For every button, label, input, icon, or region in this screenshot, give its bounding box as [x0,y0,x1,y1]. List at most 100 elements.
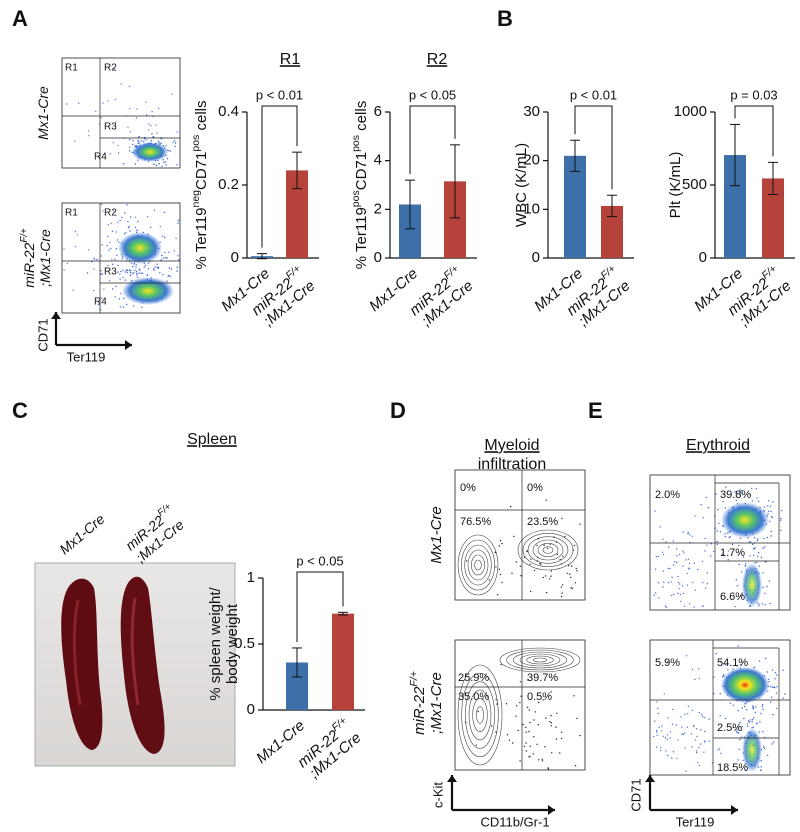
event-dot [750,719,752,721]
event-dot [114,296,116,298]
event-dot [126,269,128,272]
event-dot [560,737,563,740]
event-dot [760,760,762,762]
event-dot [135,117,138,119]
event-dot [126,303,128,306]
event-dot [138,136,140,138]
event-dot [687,531,689,534]
event-dot [758,731,760,733]
event-dot [686,726,688,728]
event-dot [703,751,705,753]
event-dot [694,589,696,591]
event-dot [76,234,79,236]
event-dot [713,692,715,695]
event-dot [782,669,784,671]
plot-frame [649,474,791,611]
event-dot [687,705,690,707]
density-core [122,277,174,305]
event-dot [550,570,552,572]
event-dot [117,144,119,147]
event-dot [159,225,161,228]
event-dot [667,546,670,548]
event-dot [515,715,517,717]
event-dot [763,747,766,750]
event-dot [770,510,772,512]
photo-label-group: Mx1-Cre [56,510,108,557]
event-dot [530,558,532,560]
y-tick-label: 2 [374,200,382,217]
event-dot [171,93,173,95]
event-dot [734,491,736,493]
event-dot [545,499,547,501]
event-dot [108,280,111,282]
event-dot [724,536,726,538]
event-dot [717,508,719,511]
y-axis-label-part: cells [193,100,210,134]
event-dot [774,678,776,680]
event-dot [128,138,131,141]
y-tick-label: 0 [699,249,707,266]
event-dot [774,672,777,674]
event-dot [758,603,760,605]
event-dot [153,163,155,166]
event-dot [655,592,657,594]
event-dot [677,739,679,741]
event-dot [758,660,761,662]
event-dot [729,702,731,704]
y-axis-label: % spleen weight/ [207,586,224,700]
event-dot [498,545,500,547]
event-dot [549,543,551,545]
event-dot [756,561,758,564]
quadrant-percent: 76.5% [460,516,491,528]
quadrant-percent: 0% [527,482,543,494]
row-label-group: miR-22F/+ ;Mx1-Cre [408,671,445,735]
event-dot [100,297,103,299]
event-dot [659,526,661,528]
event-dot [728,536,730,539]
event-dot [657,582,660,584]
event-dot [716,541,718,543]
y-axis-label-group: % Ter119posCD71pos cells [350,101,370,269]
event-dot [753,536,756,539]
event-dot [724,507,726,509]
event-dot [702,517,704,519]
y-axis-label: Plt (K/mL) [667,152,684,219]
y-tick-label: 500 [682,176,707,193]
event-dot [676,555,678,557]
quadrant-percent: 23.5% [527,516,558,528]
event-dot [727,669,729,671]
bar [564,155,586,258]
event-dot [761,603,764,605]
event-dot [134,269,136,271]
event-dot [725,486,727,488]
event-dot [662,735,665,737]
event-dot [560,596,563,598]
event-dot [579,734,581,737]
event-dot [523,556,526,559]
event-dot [716,543,718,546]
event-dot [465,721,467,724]
event-dot [541,758,543,760]
event-dot [752,705,754,707]
event-dot [128,150,131,152]
y-tick-label: 6 [374,103,382,120]
event-dot [666,734,669,736]
event-dot [672,564,675,566]
event-dot [127,220,129,223]
event-dot [115,248,117,250]
y-axis-label-part: % spleen weight/ [207,586,224,700]
event-dot [523,745,526,747]
event-dot [113,210,115,212]
event-dot [653,594,655,596]
event-dot [701,560,704,562]
event-dot [560,563,563,565]
event-dot [168,267,171,269]
event-dot [694,515,696,517]
event-dot [699,743,702,745]
event-dot [688,567,690,569]
event-dot [525,731,527,733]
density-core [742,563,762,607]
event-dot [666,738,668,741]
y-tick-label: 4 [374,152,382,169]
quadrant-percent: 5.9% [655,657,680,669]
